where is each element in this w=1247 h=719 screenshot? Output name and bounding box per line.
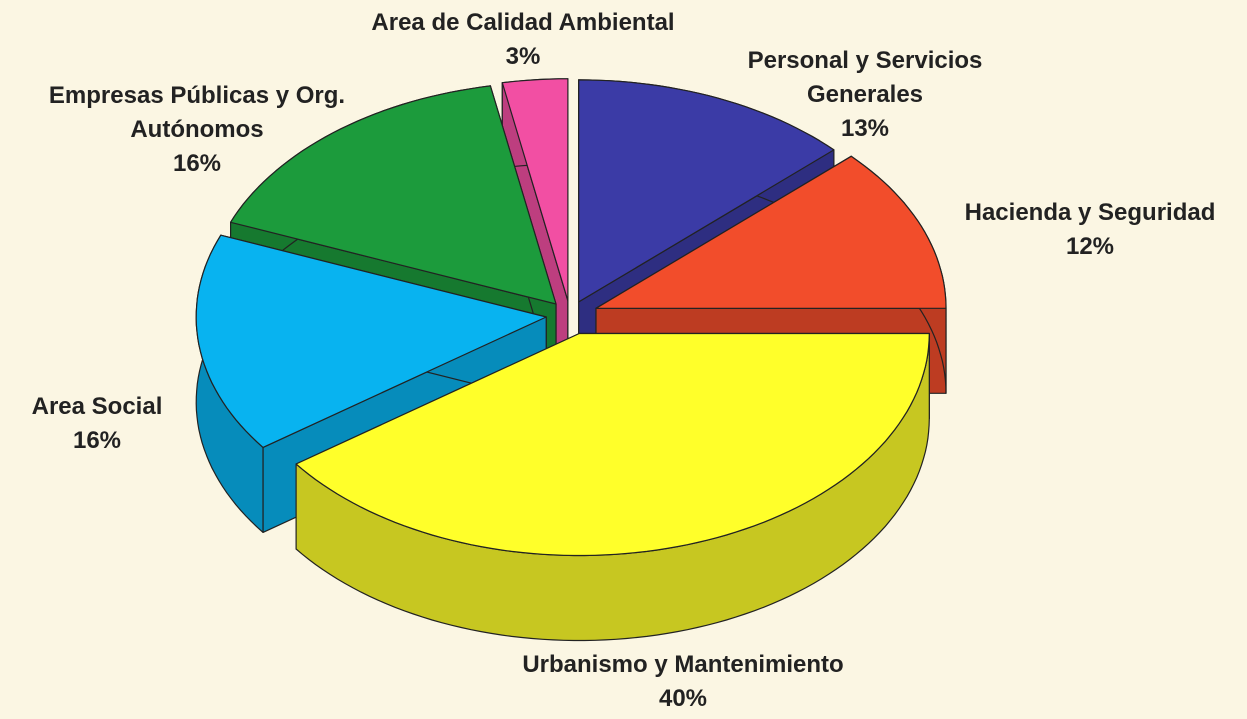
slice-label: Empresas Públicas y Org. Autónomos 16%: [0, 79, 397, 181]
slice: [578, 79, 835, 303]
slice: [230, 85, 557, 305]
slice-value-label: 12%: [1065, 233, 1115, 260]
slice: [595, 155, 947, 309]
slice-category-label: Area de Calidad Ambiental: [371, 9, 675, 36]
slice-category-label: Urbanismo y Mantenimiento: [522, 651, 844, 678]
slice-label: Area Social 16%: [0, 390, 197, 458]
slice: [501, 78, 569, 302]
slice-value-label: 13%: [840, 115, 890, 142]
slice-value-label: 16%: [72, 427, 122, 454]
slice-value-label: 3%: [505, 43, 541, 70]
slice-category-label: Hacienda y Seguridad: [964, 199, 1216, 226]
slice-value-label: 16%: [172, 150, 222, 177]
slice-label: Area de Calidad Ambiental 3%: [313, 6, 733, 74]
slice-label: Personal y Servicios Generales 13%: [700, 44, 1030, 146]
slice-category-label: Empresas Públicas y Org. Autónomos: [48, 82, 346, 143]
slice-label: Hacienda y Seguridad 12%: [920, 196, 1247, 264]
slice: [195, 234, 547, 448]
slice: [295, 332, 930, 557]
slice-label: Urbanismo y Mantenimiento 40%: [453, 648, 913, 716]
slice-category-label: Personal y Servicios Generales: [747, 47, 983, 108]
slice-value-label: 40%: [658, 685, 708, 712]
slice-category-label: Area Social: [31, 393, 163, 420]
